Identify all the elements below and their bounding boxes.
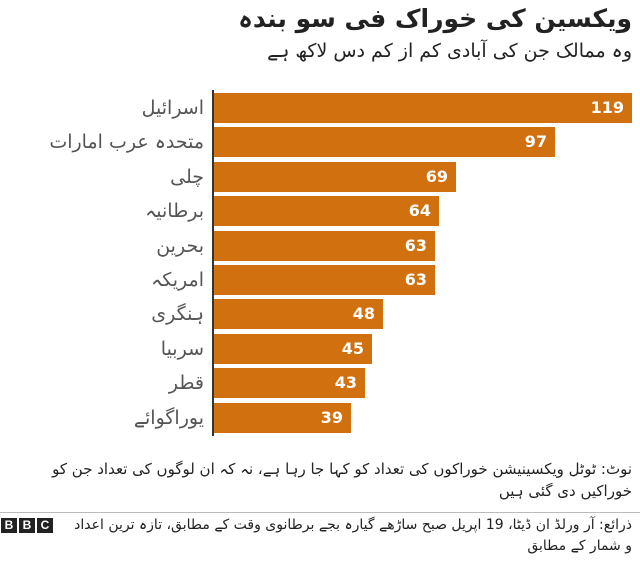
category-label: سربیا [160,337,204,360]
chart-title: ویکسین کی خوراک فی سو بندہ [238,4,632,33]
bar-row: چلی 69 [0,161,640,192]
bbc-logo-letter: B [1,518,17,533]
bar-value-label: 119 [590,98,624,117]
bbc-logo: B B C [1,518,53,533]
bar-value-label: 63 [404,270,427,289]
bar: 43 [214,368,365,399]
bar-value-label: 45 [341,338,364,358]
bar-value-label: 43 [334,373,357,393]
bar: 64 [214,196,439,227]
y-axis-line [212,90,214,436]
bar-value-label: 69 [425,166,448,186]
bar-row: متحدہ عرب امارات 97 [0,127,640,158]
bar: 63 [214,230,435,261]
bar-value-label: 39 [320,407,343,427]
category-label: متحدہ عرب امارات [49,131,204,154]
category-label: برطانیہ [145,200,204,223]
bar: 69 [214,161,456,192]
category-label: ہنگری [151,303,204,326]
bar: 119 [214,93,632,123]
chart-source: ذرائع: آر ورلڈ ان ڈیٹا، 19 اپریل صبح ساڑ… [74,517,632,554]
bar: 39 [214,402,351,433]
category-label: چلی [170,165,204,188]
category-label: یوراگوائے [133,406,204,429]
bar-row: امریکہ 63 [0,265,640,295]
bbc-logo-letter: B [19,518,35,533]
bar-row: ہنگری 48 [0,299,640,330]
chart-note: نوٹ: ٹوٹل ویکسینیشن خوراکوں کی تعداد کو … [52,460,632,500]
bar-value-label: 97 [524,132,547,152]
bbc-logo-letter: C [37,518,53,533]
category-label: امریکہ [151,269,204,291]
category-label: اسرائیل [141,97,204,119]
bar-row: سربیا 45 [0,333,640,364]
bar: 45 [214,333,372,364]
bar: 63 [214,265,435,295]
bar-row: برطانیہ 64 [0,196,640,227]
bar-value-label: 63 [404,235,427,255]
bar-value-label: 48 [352,304,375,324]
bar-row: بحرین 63 [0,230,640,261]
category-label: بحرین [156,234,204,257]
bar-row: یوراگوائے 39 [0,402,640,433]
bar: 48 [214,299,383,330]
bar-chart: اسرائیل 119 متحدہ عرب امارات 97 چلی 69 برطانیہ… [0,90,640,440]
footer-divider [0,512,640,513]
bar-row: اسرائیل 119 [0,93,640,123]
chart-subtitle: وہ ممالک جن کی آبادی کم از کم دس لاکھ ہے [267,40,632,62]
bar-row: قطر 43 [0,368,640,399]
bar: 97 [214,127,555,158]
category-label: قطر [168,372,204,395]
bar-value-label: 64 [408,201,431,221]
